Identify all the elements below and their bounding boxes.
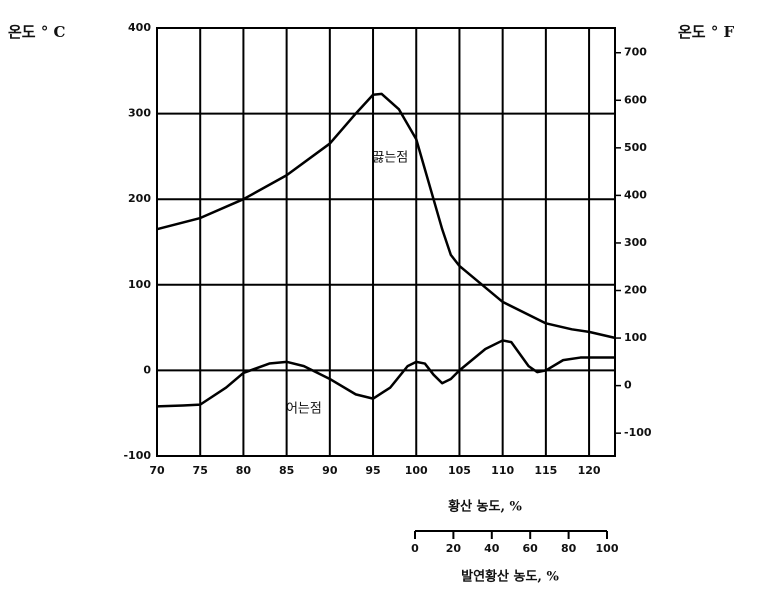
y-axis-title: 온도 ° C: [8, 23, 66, 41]
x-tick-label: 120: [578, 464, 601, 477]
series-line: [156, 339, 615, 408]
x-tick-label: 85: [279, 464, 294, 477]
plot-frame: [156, 27, 616, 457]
x-tick-label: 105: [448, 464, 471, 477]
y-tick-label: 100: [128, 278, 151, 291]
x2-axis-title: 발연황산 농도, %: [461, 569, 559, 585]
y2-axis-title: 온도 ° F: [678, 23, 735, 41]
y2-tick-label: 500: [624, 141, 647, 154]
y2-tick-label: 0: [624, 379, 632, 392]
y-tick-label: -100: [123, 449, 151, 462]
y-tick-label: 200: [128, 192, 151, 205]
x-tick-label: 80: [236, 464, 252, 477]
y2-tick-label: -100: [624, 426, 652, 439]
x-tick-label: 100: [405, 464, 428, 477]
x2-tick-label: 0: [411, 542, 419, 555]
x-tick-label: 75: [193, 464, 208, 477]
y-tick-label: 400: [128, 21, 151, 34]
y2-tick-label: 300: [624, 236, 647, 249]
x2-tick-label: 60: [523, 542, 539, 555]
x-tick-label: 95: [365, 464, 380, 477]
y-tick-label: 0: [143, 363, 151, 376]
series-line: [156, 92, 616, 340]
y2-tick-label: 600: [624, 93, 647, 106]
y-tick-label: 300: [128, 107, 151, 120]
x2-tick-label: 80: [561, 542, 577, 555]
y2-tick-label: 200: [624, 284, 647, 297]
x-axis-title: 황산 농도, %: [448, 499, 522, 515]
y2-tick-label: 700: [624, 46, 647, 59]
x2-tick-label: 20: [446, 542, 462, 555]
x-tick-label: 110: [491, 464, 514, 477]
x-tick-label: 70: [149, 464, 165, 477]
y2-tick-label: 400: [624, 188, 647, 201]
series-label: 끓는점: [372, 151, 408, 166]
x2-tick-label: 100: [596, 542, 619, 555]
series-label: 어는점: [286, 401, 322, 416]
x2-tick-label: 40: [484, 542, 500, 555]
x-tick-label: 115: [534, 464, 557, 477]
y2-tick-label: 100: [624, 331, 647, 344]
x-tick-label: 90: [322, 464, 338, 477]
